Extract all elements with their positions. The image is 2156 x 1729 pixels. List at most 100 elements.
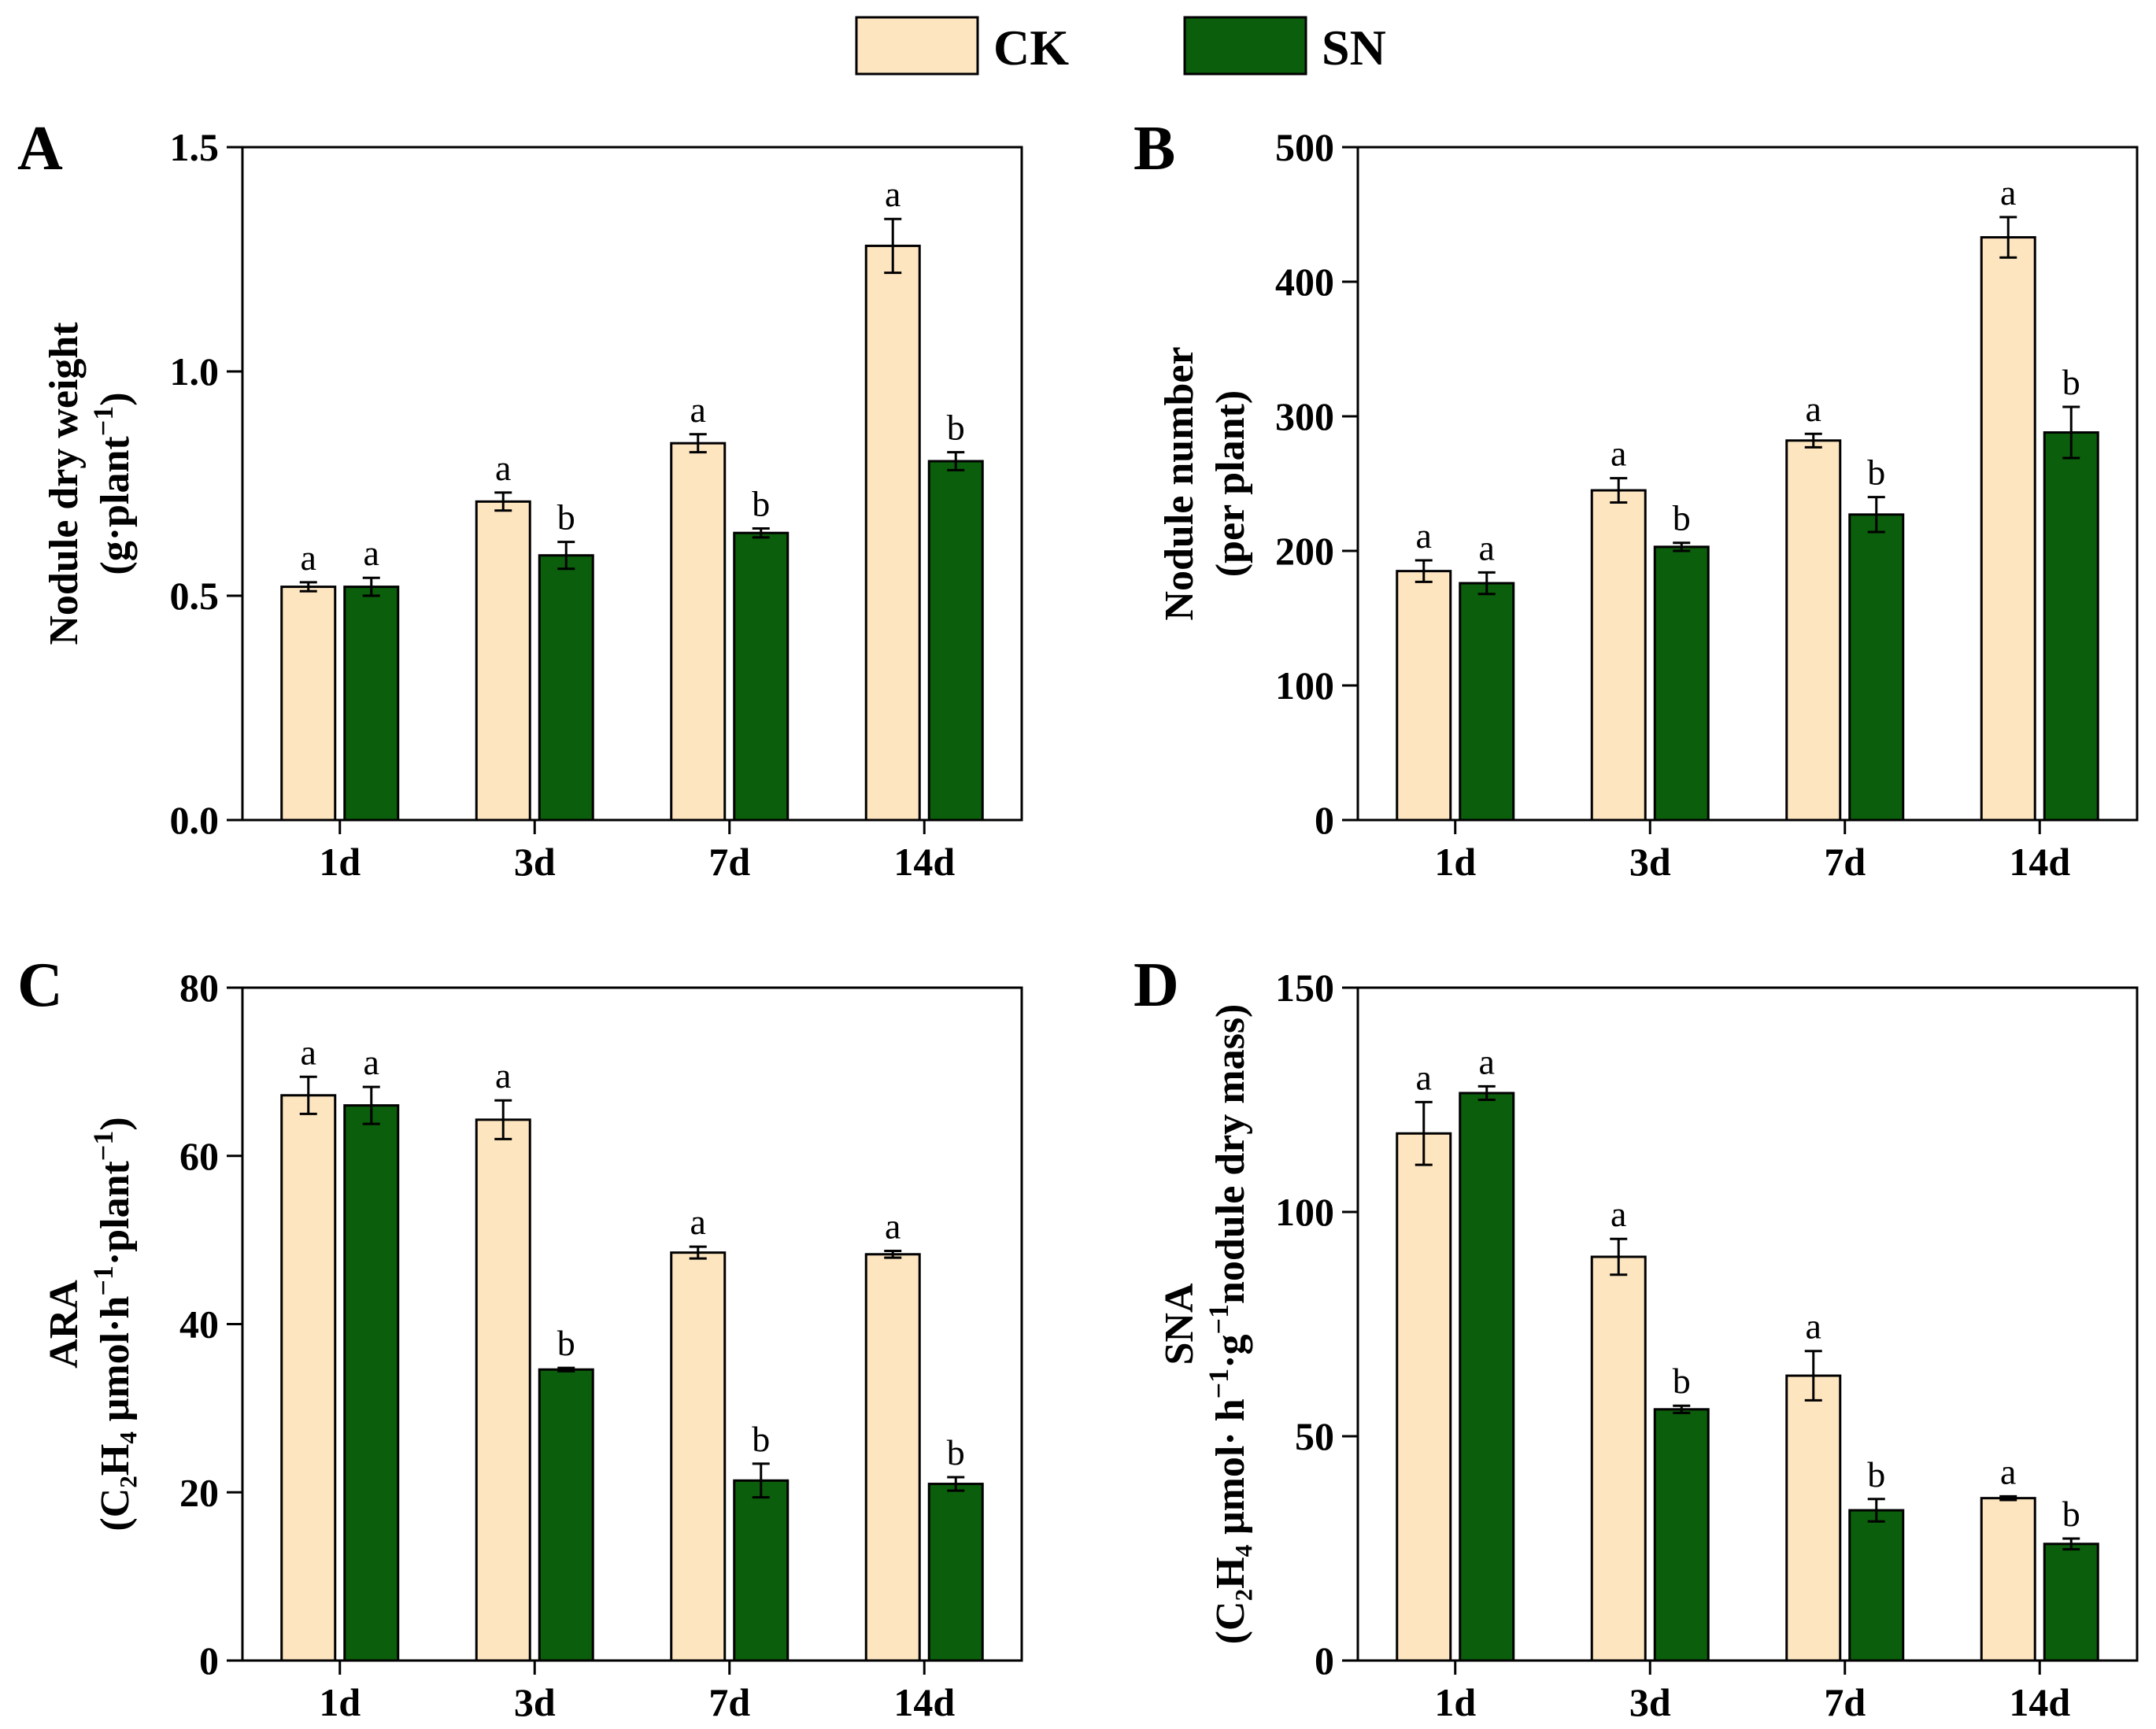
significance-letter: a xyxy=(690,1202,706,1242)
y-tick-label: 0 xyxy=(199,1638,219,1683)
x-tick-label: 7d xyxy=(708,840,750,884)
y-axis-label-part: ) xyxy=(93,1117,138,1130)
x-tick-label: 7d xyxy=(1824,1680,1866,1724)
y-axis-label-line1: SNA xyxy=(1157,1283,1202,1365)
legend-label-sn: SN xyxy=(1322,20,1386,76)
y-axis-label-line1: Nodule dry weight xyxy=(42,322,87,645)
significance-letter: a xyxy=(885,1206,900,1247)
x-tick-label: 3d xyxy=(1629,840,1671,884)
bar-ck-3d xyxy=(1590,1255,1647,1662)
significance-letter: a xyxy=(364,533,379,573)
panel-b: Ba a a a a b b b 0 100 200 300 400 500 1d 3d 7d 14d Nodule… xyxy=(1133,114,2139,884)
panel-letter: D xyxy=(1133,951,1179,1020)
y-tick-label: 80 xyxy=(179,966,219,1010)
y-tick-label: 200 xyxy=(1275,529,1334,573)
x-tick-label: 14d xyxy=(893,840,955,884)
significance-letter: a xyxy=(690,390,706,430)
y-axis-label-superscript: −1 xyxy=(87,1131,119,1162)
bar-ck-7d xyxy=(1785,1374,1842,1662)
y-axis-label-line2: (g·plant−1) xyxy=(87,392,138,574)
bar-sn-7d xyxy=(1848,513,1905,822)
panel-letter: A xyxy=(17,114,63,183)
y-tick-label: 1.5 xyxy=(170,125,220,169)
legend-swatch-ck xyxy=(855,16,979,76)
significance-letter: a xyxy=(1611,434,1626,474)
bar-ck-1d xyxy=(280,1094,337,1662)
y-axis-label-line2: (C₂H₄ μmol· h−1·g−1nodule dry mass) xyxy=(1203,1004,1253,1645)
x-tick-label: 7d xyxy=(708,1680,750,1724)
significance-letter: a xyxy=(1806,1306,1821,1347)
bar-sn-3d xyxy=(1653,1408,1710,1662)
y-tick-label: 400 xyxy=(1275,260,1334,304)
y-axis-label-part: (C₂H₄ μmol· h xyxy=(1208,1398,1253,1644)
significance-letter: a xyxy=(1416,1057,1432,1097)
significance-letter: a xyxy=(2000,1451,2016,1491)
bar-ck-1d xyxy=(1396,1132,1452,1662)
axis-frame xyxy=(1356,146,2139,822)
bar-sn-1d xyxy=(343,586,400,822)
bar-sn-1d xyxy=(1459,582,1515,822)
panel-a: Aa a a a a b b b 0.0 0.5 1.0 1.5 1d 3d 7d 14d Nodule dry… xyxy=(17,114,1023,884)
y-tick-label: 500 xyxy=(1275,125,1334,169)
x-tick-label: 3d xyxy=(1629,1680,1671,1724)
panel-d: Da a a a a b b b 0 50 100 150 1d 3d 7d 14d SNA(C₂H₄ μmol… xyxy=(1133,951,2139,1724)
chart-panels: Aa a a a a b b b 0.0 0.5 1.0 1.5 1d 3d 7d 14d Nodule dry… xyxy=(17,114,2139,1724)
significance-letter: a xyxy=(1806,389,1821,429)
y-tick-label: 40 xyxy=(179,1302,219,1347)
panel-letter: C xyxy=(17,951,63,1020)
legend: CK SN xyxy=(855,16,1386,76)
bar-sn-7d xyxy=(733,1479,790,1662)
y-tick-label: 0 xyxy=(1315,798,1334,842)
significance-letter: a xyxy=(364,1042,379,1082)
y-axis-label-superscript: −1 xyxy=(87,1265,119,1296)
x-tick-label: 14d xyxy=(2009,840,2070,884)
bar-ck-3d xyxy=(475,1118,531,1662)
y-axis-label-line2: (C₂H₄ μmol·h−1·plant−1) xyxy=(87,1117,138,1531)
x-tick-label: 3d xyxy=(514,840,556,884)
y-tick-label: 0 xyxy=(1315,1638,1334,1683)
significance-letter: a xyxy=(301,538,316,578)
significance-letter: a xyxy=(1611,1194,1626,1234)
y-tick-label: 0.0 xyxy=(170,798,220,842)
legend-label-ck: CK xyxy=(993,20,1069,76)
significance-letter: a xyxy=(301,1032,316,1072)
x-tick-label: 1d xyxy=(1434,840,1476,884)
y-tick-label: 300 xyxy=(1275,394,1334,438)
bar-ck-14d xyxy=(1980,1497,2036,1662)
axis-frame xyxy=(1356,986,2139,1662)
panel-c: Ca a a a a b b b 0 20 40 60 80 1d 3d 7d 14d ARA (C₂H₄ μmol… xyxy=(17,951,1023,1724)
x-tick-label: 1d xyxy=(1434,1680,1476,1724)
bar-sn-14d xyxy=(927,1483,984,1662)
y-tick-label: 50 xyxy=(1295,1414,1334,1458)
bar-ck-14d xyxy=(864,1253,921,1662)
y-axis-label-part: (g·plant xyxy=(93,436,138,575)
x-tick-label: 1d xyxy=(319,1680,361,1724)
x-tick-label: 14d xyxy=(893,1680,955,1724)
bar-ck-3d xyxy=(475,500,531,822)
bar-ck-1d xyxy=(280,586,337,822)
y-tick-label: 0.5 xyxy=(170,574,220,618)
y-axis-label-part: ) xyxy=(93,392,138,405)
y-tick-label: 20 xyxy=(179,1470,219,1514)
axis-frame xyxy=(241,146,1023,822)
significance-letter: a xyxy=(1479,527,1495,567)
bar-sn-7d xyxy=(733,531,790,822)
y-axis-label-superscript: −1 xyxy=(1203,1304,1234,1335)
bar-sn-1d xyxy=(343,1104,400,1662)
x-tick-label: 7d xyxy=(1824,840,1866,884)
bar-ck-1d xyxy=(1396,570,1452,822)
significance-letter: b xyxy=(752,484,770,524)
significance-letter: b xyxy=(557,497,575,538)
bar-sn-7d xyxy=(1848,1509,1905,1662)
bar-sn-14d xyxy=(927,460,984,822)
y-axis-label-line1: Nodule number xyxy=(1157,346,1202,620)
legend-swatch-sn xyxy=(1183,16,1307,76)
bar-sn-14d xyxy=(2043,431,2099,822)
y-axis-label-line1: ARA xyxy=(42,1280,87,1369)
significance-letter: b xyxy=(1673,498,1691,538)
significance-letter: a xyxy=(1416,515,1432,556)
bar-sn-1d xyxy=(1459,1092,1515,1662)
bar-ck-7d xyxy=(670,441,727,822)
significance-letter: b xyxy=(557,1323,575,1363)
